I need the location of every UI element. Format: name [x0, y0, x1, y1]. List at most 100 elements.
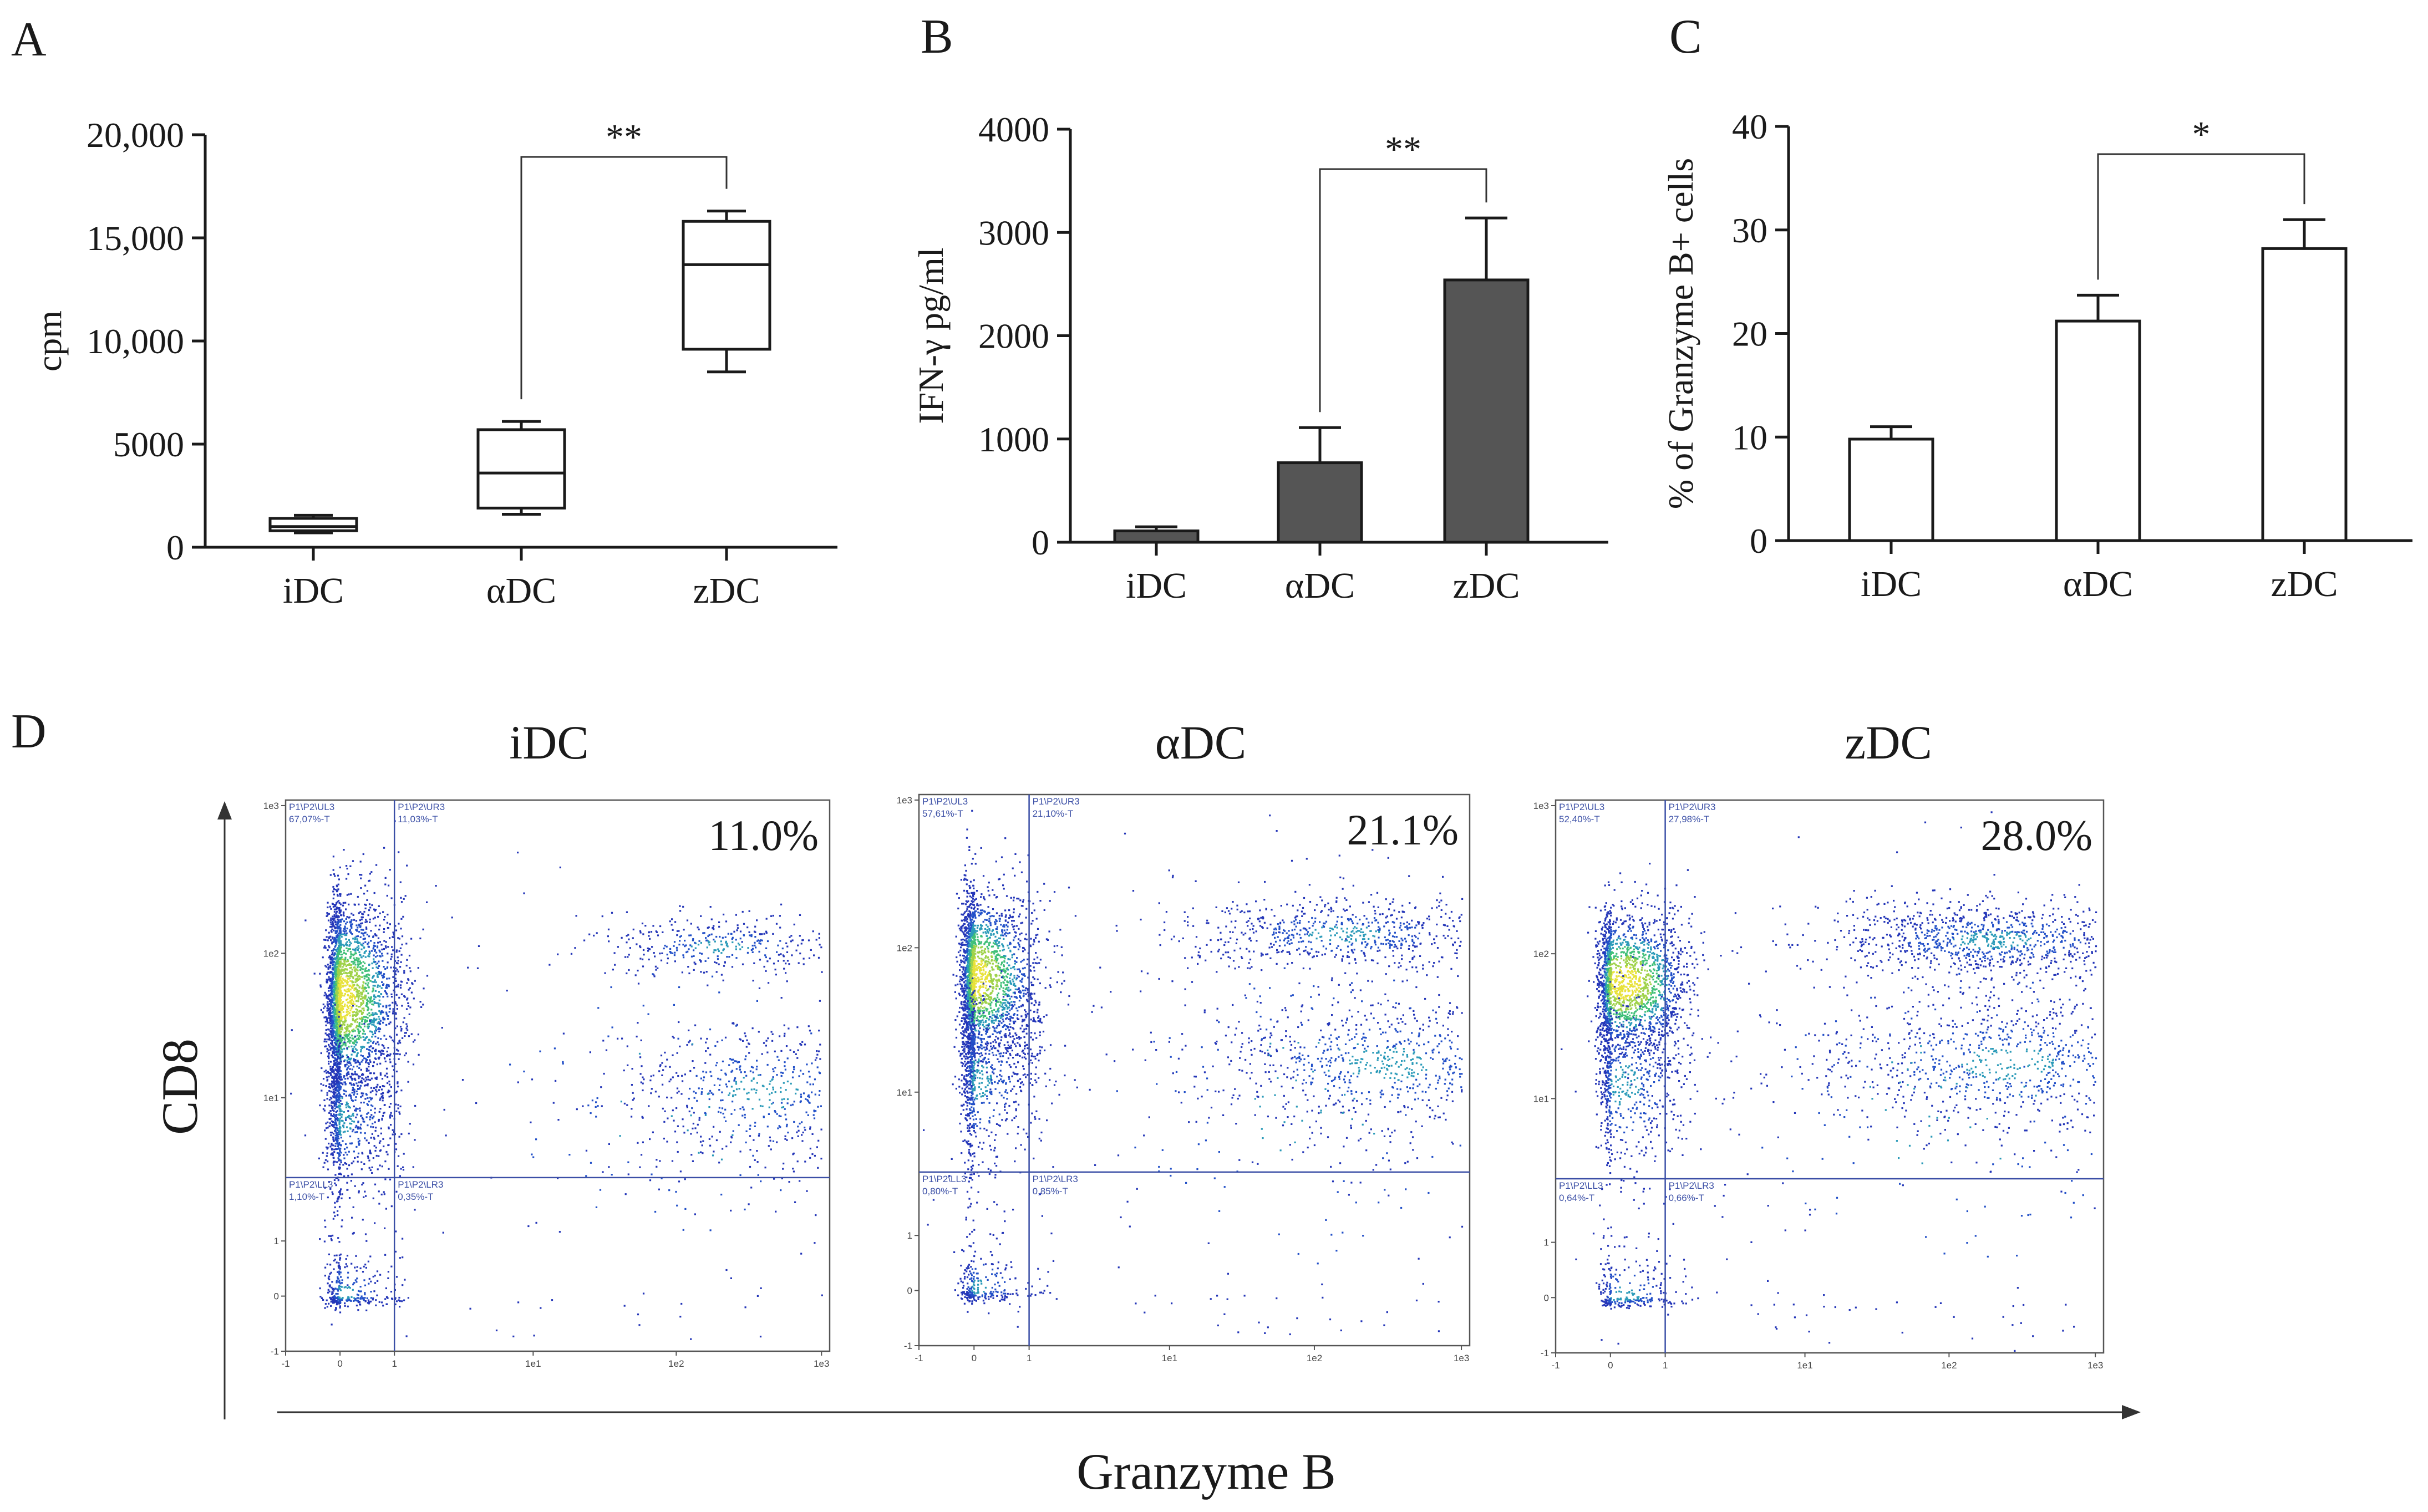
flow-event [355, 1015, 357, 1017]
flow-event [652, 1131, 654, 1133]
flow-event [338, 1147, 340, 1149]
flow-event [372, 990, 374, 992]
flow-event [339, 995, 341, 997]
flow-event [705, 1041, 707, 1043]
flow-event [347, 1284, 349, 1286]
flow-event [393, 981, 395, 984]
flow-event [412, 1166, 414, 1168]
flow-event [761, 939, 763, 941]
flow-event [696, 1099, 698, 1102]
flow-event [329, 1073, 332, 1076]
flow-event [341, 1016, 343, 1018]
flow-event [324, 1138, 327, 1140]
flow-event [400, 1090, 403, 1092]
flow-event [333, 1113, 335, 1116]
flow-event [333, 1092, 335, 1094]
flow-event [356, 1009, 358, 1011]
flow-event [375, 909, 377, 911]
flow-event [370, 1104, 373, 1107]
flow-event [334, 1076, 337, 1078]
flow-event [385, 1067, 388, 1070]
flow-event [344, 1117, 347, 1119]
flow-event [405, 1008, 408, 1010]
flow-event [328, 1061, 330, 1063]
flow-event [340, 986, 342, 989]
flow-event [358, 951, 360, 953]
flow-event [382, 1092, 384, 1094]
flow-event [734, 1109, 736, 1111]
flow-event [335, 940, 337, 942]
flow-event [346, 1126, 348, 1128]
flow-event [374, 1035, 377, 1038]
flow-event [368, 1101, 370, 1103]
flow-event [358, 924, 360, 926]
flow-event [387, 927, 389, 929]
flow-event [334, 1107, 336, 1109]
flow-event [338, 909, 341, 911]
flow-event [334, 967, 336, 969]
flow-event [626, 972, 628, 975]
flow-event [809, 1128, 811, 1130]
flow-event [327, 997, 329, 999]
flow-event [809, 1083, 811, 1086]
flow-event [331, 1097, 333, 1099]
flow-event [363, 893, 365, 895]
flow-event [347, 1038, 349, 1040]
flow-event [360, 956, 363, 959]
flow-event [333, 1124, 335, 1126]
flow-event [333, 925, 336, 928]
flow-event [671, 918, 673, 920]
flow-event [345, 938, 347, 940]
flow-event [639, 1056, 642, 1058]
flow-event [382, 975, 385, 977]
flow-event [654, 1091, 657, 1093]
flow-event [348, 1197, 351, 1199]
flow-event [341, 968, 343, 970]
flow-event [328, 945, 330, 947]
flow-event [360, 1068, 362, 1071]
flow-event [352, 938, 354, 940]
flow-event [357, 984, 359, 987]
flow-event [379, 1086, 381, 1088]
flow-event [334, 949, 336, 951]
flow-event [819, 1000, 821, 1002]
flow-event [355, 1049, 358, 1051]
flow-event [330, 971, 332, 973]
flow-event [340, 1276, 342, 1278]
flow-event [759, 1074, 761, 1076]
flow-event [381, 948, 383, 951]
flow-event [667, 1117, 669, 1119]
flow-event [369, 1022, 372, 1025]
flow-event [335, 957, 337, 959]
flow-event [404, 895, 407, 897]
flow-event [728, 1064, 730, 1066]
flow-event [349, 1015, 351, 1017]
flow-event [384, 1057, 386, 1060]
flow-event [685, 951, 688, 954]
flow-event [328, 1021, 331, 1024]
flow-event [347, 1174, 349, 1177]
flow-event [506, 990, 508, 992]
flow-event [365, 1240, 368, 1242]
flow-event [356, 1053, 358, 1056]
flow-event [339, 941, 342, 944]
flow-event [330, 1134, 332, 1137]
flow-event [748, 1042, 750, 1045]
flow-event [360, 1018, 362, 1020]
flow-event [384, 1160, 387, 1163]
flow-event [366, 1068, 368, 1070]
flow-event [339, 985, 341, 987]
flow-event [712, 1093, 714, 1096]
flow-event [397, 956, 399, 959]
flow-event [342, 1042, 344, 1044]
flow-event [690, 1114, 692, 1117]
flow-event [343, 1157, 346, 1159]
flow-event [360, 918, 363, 920]
flow-event [357, 1128, 359, 1130]
flow-event [408, 1132, 410, 1134]
flow-event [810, 1032, 812, 1035]
flow-event [380, 1093, 383, 1095]
flow-event [328, 1000, 331, 1002]
flow-event [335, 1301, 338, 1303]
flow-event [324, 1016, 327, 1019]
